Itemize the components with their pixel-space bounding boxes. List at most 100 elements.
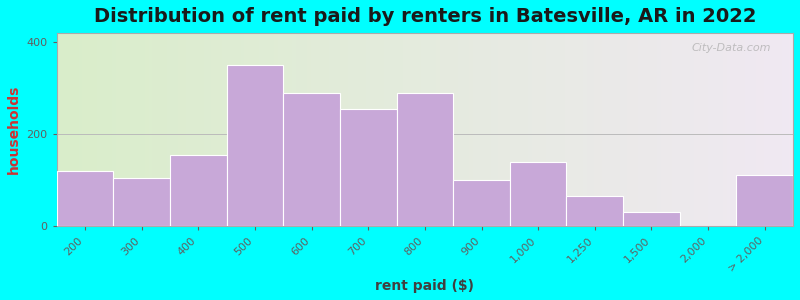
Bar xyxy=(734,33,738,226)
Bar xyxy=(550,33,554,226)
Bar xyxy=(763,33,767,226)
Bar xyxy=(211,33,215,226)
Bar xyxy=(436,33,439,226)
Bar xyxy=(477,33,480,226)
Bar xyxy=(514,33,517,226)
Bar xyxy=(222,33,226,226)
Text: City-Data.com: City-Data.com xyxy=(691,43,771,53)
Bar xyxy=(583,33,587,226)
Bar xyxy=(698,33,701,226)
Bar xyxy=(767,33,771,226)
Bar xyxy=(613,33,616,226)
Bar xyxy=(71,33,75,226)
Bar xyxy=(245,33,248,226)
Bar xyxy=(546,33,550,226)
Bar xyxy=(491,33,495,226)
Bar xyxy=(458,33,462,226)
Bar xyxy=(200,33,204,226)
Bar xyxy=(374,33,377,226)
Bar xyxy=(623,212,680,226)
Bar xyxy=(760,33,763,226)
Bar xyxy=(237,33,241,226)
Bar xyxy=(123,33,126,226)
Bar xyxy=(241,33,245,226)
Bar xyxy=(466,33,469,226)
Bar xyxy=(473,33,477,226)
Bar xyxy=(510,162,566,226)
Bar xyxy=(653,33,657,226)
Bar xyxy=(443,33,447,226)
Bar xyxy=(392,33,395,226)
Bar xyxy=(60,33,64,226)
Bar xyxy=(204,33,208,226)
Bar xyxy=(790,33,793,226)
Bar xyxy=(694,33,698,226)
Bar xyxy=(329,33,333,226)
Bar xyxy=(278,33,282,226)
Y-axis label: households: households xyxy=(7,85,21,174)
Bar xyxy=(742,33,745,226)
Bar xyxy=(292,33,296,226)
Bar xyxy=(487,33,491,226)
Bar xyxy=(170,33,174,226)
Bar xyxy=(370,33,374,226)
Bar xyxy=(283,93,340,226)
Bar xyxy=(263,33,266,226)
Bar xyxy=(778,33,782,226)
Bar xyxy=(282,33,285,226)
Bar xyxy=(410,33,414,226)
Bar xyxy=(170,155,226,226)
Bar xyxy=(502,33,506,226)
Bar xyxy=(421,33,425,226)
Bar xyxy=(638,33,642,226)
Bar xyxy=(178,33,182,226)
Bar xyxy=(215,33,218,226)
Bar xyxy=(432,33,436,226)
Bar xyxy=(730,33,734,226)
Bar xyxy=(524,33,528,226)
Bar xyxy=(344,33,347,226)
Bar xyxy=(366,33,370,226)
Bar xyxy=(108,33,112,226)
Bar xyxy=(197,33,200,226)
Bar xyxy=(130,33,134,226)
Bar xyxy=(82,33,86,226)
Bar xyxy=(377,33,381,226)
Bar xyxy=(576,33,579,226)
Bar xyxy=(753,33,756,226)
Bar xyxy=(193,33,197,226)
Bar xyxy=(454,33,458,226)
Bar xyxy=(682,33,686,226)
Bar xyxy=(737,176,793,226)
Bar xyxy=(340,109,397,226)
Bar xyxy=(358,33,362,226)
Bar xyxy=(138,33,142,226)
Bar xyxy=(307,33,310,226)
Bar xyxy=(602,33,606,226)
Bar xyxy=(462,33,466,226)
Bar xyxy=(337,33,340,226)
Bar xyxy=(668,33,671,226)
Bar xyxy=(774,33,778,226)
Bar xyxy=(510,33,514,226)
Bar xyxy=(671,33,675,226)
Bar xyxy=(723,33,726,226)
Bar xyxy=(745,33,749,226)
Bar xyxy=(532,33,535,226)
Bar xyxy=(395,33,399,226)
Bar xyxy=(142,33,145,226)
Bar xyxy=(606,33,609,226)
Bar xyxy=(347,33,351,226)
Bar xyxy=(418,33,421,226)
Bar xyxy=(174,33,178,226)
Bar xyxy=(690,33,694,226)
Bar xyxy=(646,33,650,226)
Bar xyxy=(156,33,160,226)
Bar xyxy=(569,33,572,226)
Bar xyxy=(226,65,283,226)
Bar xyxy=(738,33,742,226)
Bar xyxy=(719,33,723,226)
Bar xyxy=(57,33,60,226)
Bar xyxy=(152,33,156,226)
Bar xyxy=(565,33,569,226)
